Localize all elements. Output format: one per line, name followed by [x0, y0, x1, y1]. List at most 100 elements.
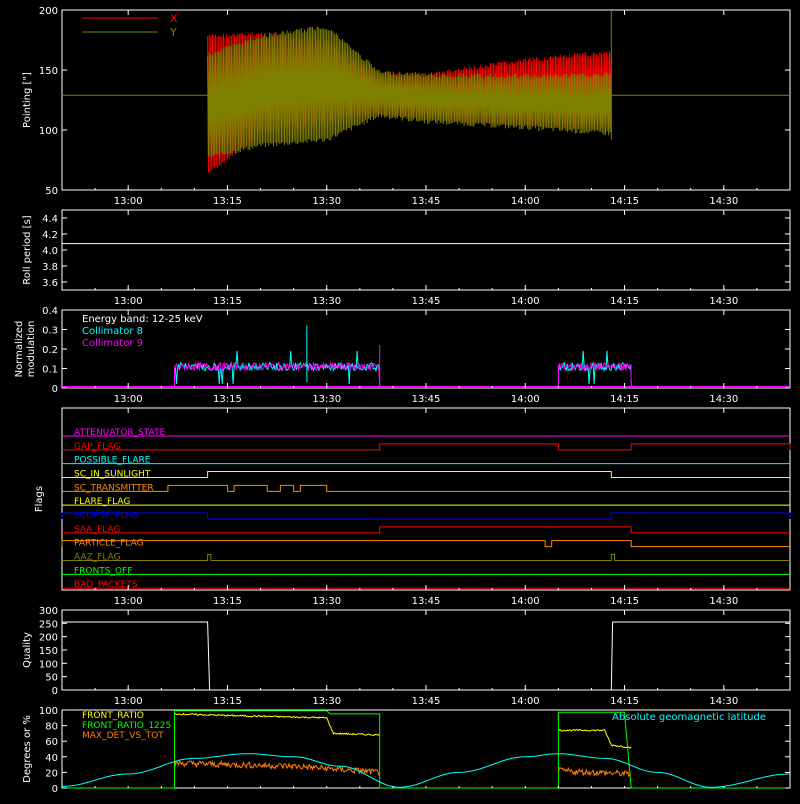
flag-gap-flag: GAP_FLAG	[62, 442, 791, 452]
y-tick-label: 60	[45, 737, 58, 748]
y-tick-label: 0	[52, 784, 58, 795]
y-tick-label: 100	[39, 706, 58, 717]
y-axis-label: Pointing ["]	[22, 72, 33, 128]
modulation-annotation: Energy band: 12-25 keV	[82, 314, 203, 325]
x-tick-label: 13:30	[312, 394, 341, 405]
y-tick-label: 0.3	[42, 326, 58, 337]
x-tick-label: 14:00	[511, 696, 540, 707]
x-tick-label: 14:30	[709, 196, 738, 207]
y-tick-label: 0.1	[42, 365, 58, 376]
y-tick-label: 100	[39, 126, 58, 137]
flag-label: GAP_FLAG	[74, 442, 120, 452]
x-tick-label: 14:00	[511, 394, 540, 405]
modulation-y-axis: 0 0.1 0.2 0.3 0.4	[42, 306, 790, 395]
y-tick-label: 0.2	[42, 345, 58, 356]
y-tick-label: 300	[39, 606, 58, 617]
quality-x-axis: 13:00 13:15 13:30 13:45 14:00 14:15 14:30	[94, 610, 758, 707]
roll-y-axis: 3.6 3.8 4.0 4.2 4.4 Roll period [s]	[22, 214, 790, 289]
flag-label: ECLIPSE_FLAG	[74, 511, 138, 521]
x-tick-label: 14:15	[610, 196, 639, 207]
flag-trace	[62, 526, 790, 534]
flag-saa-flag: SAA_FLAG	[62, 525, 790, 535]
x-tick-label: 14:15	[610, 696, 639, 707]
legend-label: Collimator 9	[82, 338, 143, 349]
y-tick-label: 4.4	[42, 214, 58, 225]
x-tick-label: 13:00	[114, 596, 143, 607]
y-tick-label: 150	[39, 646, 58, 657]
x-tick-label: 13:15	[213, 196, 242, 207]
flag-label: SC_TRANSMITTER	[74, 483, 154, 493]
flag-sc-in-sunlight: SC_IN_SUNLIGHT	[62, 470, 790, 480]
x-tick-label: 13:30	[312, 696, 341, 707]
flag-label: FLARE_FLAG	[74, 497, 130, 507]
ratios-legend: FRONT_RATIOFRONT_RATIO_1225MAX_DET_VS_TO…	[82, 711, 766, 741]
flag-trace	[62, 471, 790, 478]
flag-label: SC_IN_SUNLIGHT	[74, 470, 151, 480]
x-tick-label: 14:30	[709, 296, 738, 307]
x-tick-label: 14:00	[511, 296, 540, 307]
y-tick-label: 0	[52, 686, 58, 697]
y-axis-label: Degrees or %	[22, 715, 33, 783]
ratio-series-absolute-geomagnetic-latitude	[62, 753, 790, 788]
x-tick-label: 14:30	[709, 696, 738, 707]
flag-label: ATTENUATOR_STATE	[74, 428, 166, 438]
y-tick-label: 50	[45, 673, 58, 684]
x-tick-label: 14:00	[511, 196, 540, 207]
flag-trace	[62, 484, 790, 492]
flag-label: AAZ_FLAG	[74, 553, 121, 563]
x-tick-label: 13:45	[412, 696, 441, 707]
flag-trace	[61, 512, 791, 520]
quality-line	[62, 621, 790, 691]
flag-sc-transmitter: SC_TRANSMITTER	[62, 483, 790, 493]
y-tick-label: 3.6	[42, 278, 58, 289]
x-tick-label: 13:45	[412, 196, 441, 207]
flag-attenuator-state: ATTENUATOR_STATE	[62, 428, 790, 438]
x-tick-label: 14:15	[610, 296, 639, 307]
legend-label: MAX_DET_VS_TOT	[82, 731, 164, 741]
x-tick-label: 13:15	[213, 296, 242, 307]
x-tick-label: 13:15	[213, 596, 242, 607]
y-tick-label: 50	[45, 186, 58, 197]
x-tick-label: 13:45	[412, 596, 441, 607]
y-tick-label: 0.4	[42, 306, 58, 317]
y-tick-label: 20	[45, 768, 58, 779]
flag-label: POSSIBLE_FLARE	[74, 456, 151, 466]
x-tick-label: 14:15	[610, 596, 639, 607]
x-tick-label: 13:00	[114, 296, 143, 307]
y-tick-label: 250	[39, 619, 58, 630]
y-tick-label: 80	[45, 722, 58, 733]
x-tick-label: 14:30	[709, 394, 738, 405]
ratios-y-axis: 0 20 40 60 80 100 Degrees or %	[22, 706, 790, 795]
x-tick-label: 14:30	[709, 596, 738, 607]
flag-fronts-off: FRONTS_OFF	[62, 566, 790, 576]
x-tick-label: 13:15	[213, 394, 242, 405]
quality-y-axis: 0 50 100 150 200 250 300 Quality	[22, 606, 790, 697]
y-axis-label: Flags	[34, 486, 45, 512]
x-tick-label: 13:00	[114, 196, 143, 207]
x-tick-label: 13:30	[312, 296, 341, 307]
flag-particle-flag: PARTICLE_FLAG	[61, 539, 790, 549]
x-tick-label: 13:15	[213, 696, 242, 707]
flag-label: FRONTS_OFF	[74, 566, 132, 576]
pointing-legend: XY	[82, 12, 178, 39]
y-axis-label: Normalizedmodulation	[14, 321, 37, 378]
legend-label: FRONT_RATIO	[82, 711, 144, 721]
flag-label: BAD_PACKETS	[74, 580, 138, 590]
flag-label: SAA_FLAG	[74, 525, 120, 535]
legend-label: Collimator 8	[82, 326, 143, 337]
y-tick-label: 200	[39, 6, 58, 17]
x-tick-label: 14:15	[610, 394, 639, 405]
roll-x-axis: 13:00 13:15 13:30 13:45 14:00 14:15 14:30	[94, 210, 758, 307]
flag-trace	[62, 443, 791, 451]
x-tick-label: 13:00	[114, 394, 143, 405]
flag-trace	[62, 554, 790, 561]
x-tick-label: 13:45	[412, 394, 441, 405]
modulation-x-axis: 13:00 13:15 13:30 13:45 14:00 14:15 14:30	[94, 310, 758, 405]
pointing-series-Y	[207, 26, 612, 158]
y-tick-label: 3.8	[42, 262, 58, 273]
ratio-series-front-ratio	[174, 712, 632, 749]
y-tick-label: 0	[52, 384, 58, 395]
flag-flare-flag: FLARE_FLAG	[62, 497, 790, 507]
